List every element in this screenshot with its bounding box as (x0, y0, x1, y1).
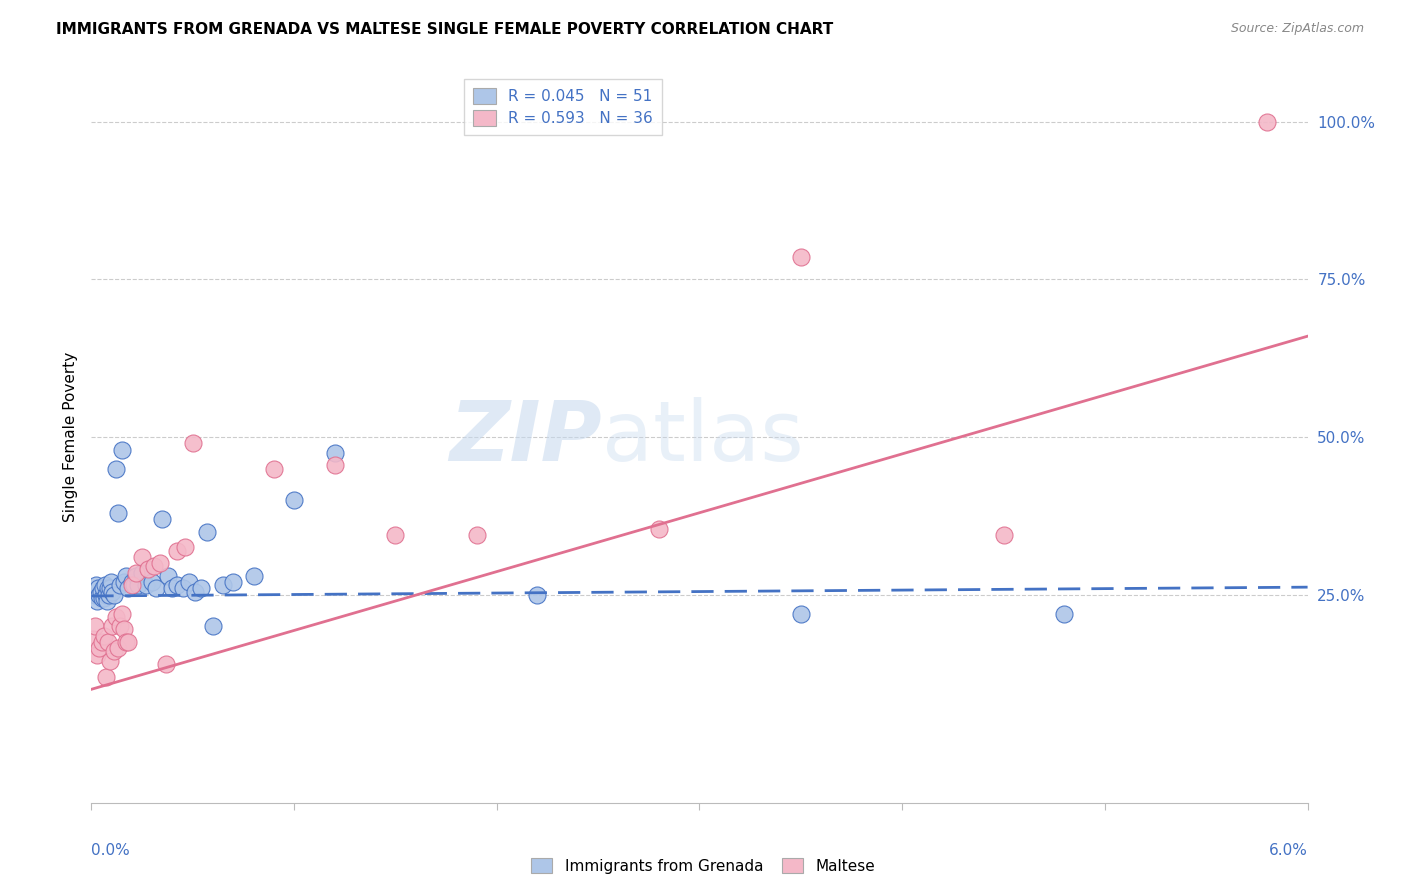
Point (100, 584, 122, 599)
Point (648, 521, 671, 535)
Point (242, 569, 264, 583)
Point (384, 528, 406, 542)
Point (121, 578, 143, 592)
Point (172, 582, 194, 596)
Point (195, 524, 218, 539)
Point (143, 559, 166, 574)
Point (97, 588, 120, 602)
Point (465, 528, 488, 542)
Text: atlas: atlas (602, 397, 804, 477)
Point (323, 458, 346, 473)
Point (94, 670, 117, 684)
Point (1256, 115, 1278, 129)
Point (86, 648, 108, 662)
Point (89, 584, 111, 599)
Point (89, 641, 111, 656)
Point (173, 541, 195, 555)
Point (93, 629, 115, 643)
Point (97, 635, 120, 649)
Point (84, 619, 107, 633)
Text: 0.0%: 0.0% (91, 843, 131, 858)
Point (526, 588, 548, 602)
Point (141, 575, 163, 590)
Point (89, 588, 111, 602)
Point (263, 461, 285, 475)
Point (155, 657, 177, 671)
Point (993, 528, 1015, 542)
Point (177, 575, 200, 590)
Point (100, 575, 122, 590)
Point (86, 594, 108, 608)
Text: 6.0%: 6.0% (1268, 843, 1308, 858)
Point (222, 575, 245, 590)
Point (117, 635, 139, 649)
Point (90, 635, 112, 649)
Point (98, 654, 121, 668)
Point (111, 607, 134, 621)
Text: IMMIGRANTS FROM GRENADA VS MALTESE SINGLE FEMALE POVERTY CORRELATION CHART: IMMIGRANTS FROM GRENADA VS MALTESE SINGL… (56, 22, 834, 37)
Point (125, 569, 148, 583)
Point (103, 588, 125, 602)
Point (93, 591, 115, 605)
Text: Source: ZipAtlas.com: Source: ZipAtlas.com (1230, 22, 1364, 36)
Point (97, 582, 120, 596)
Point (323, 446, 346, 460)
Point (104, 609, 127, 624)
Point (166, 543, 188, 558)
Point (90, 591, 112, 605)
Text: ZIP: ZIP (450, 397, 602, 477)
Point (117, 582, 139, 596)
Point (108, 619, 131, 633)
Point (84, 588, 107, 602)
Point (283, 493, 305, 508)
Point (790, 607, 813, 621)
Point (104, 461, 127, 475)
Point (125, 566, 148, 580)
Point (162, 582, 184, 596)
Point (111, 442, 134, 457)
Point (96, 594, 118, 608)
Point (131, 549, 153, 564)
Point (107, 641, 129, 656)
Point (121, 575, 143, 590)
Point (107, 506, 129, 520)
Point (112, 623, 135, 637)
Point (190, 582, 212, 596)
Point (157, 569, 180, 583)
Point (790, 251, 813, 265)
Point (122, 578, 145, 592)
Point (93, 578, 115, 592)
Point (127, 578, 149, 592)
Point (108, 578, 131, 592)
Y-axis label: Single Female Poverty: Single Female Poverty (62, 352, 77, 522)
Point (1053, 607, 1076, 621)
Point (181, 436, 204, 450)
Point (115, 635, 138, 649)
Point (86, 578, 108, 592)
Legend: Immigrants from Grenada, Maltese: Immigrants from Grenada, Maltese (524, 852, 882, 880)
Point (150, 512, 173, 526)
Point (115, 569, 138, 583)
Point (145, 582, 167, 596)
Point (149, 556, 172, 570)
Point (100, 619, 122, 633)
Point (103, 644, 125, 658)
Point (87, 582, 110, 596)
Point (212, 578, 235, 592)
Point (98, 582, 121, 596)
Point (184, 584, 207, 599)
Point (202, 619, 225, 633)
Point (91, 582, 114, 596)
Point (94, 588, 117, 602)
Point (131, 566, 153, 580)
Point (136, 562, 159, 576)
Legend: R = 0.045   N = 51, R = 0.593   N = 36: R = 0.045 N = 51, R = 0.593 N = 36 (464, 79, 662, 136)
Point (135, 578, 157, 592)
Point (82, 632, 104, 646)
Point (166, 578, 188, 592)
Point (112, 575, 135, 590)
